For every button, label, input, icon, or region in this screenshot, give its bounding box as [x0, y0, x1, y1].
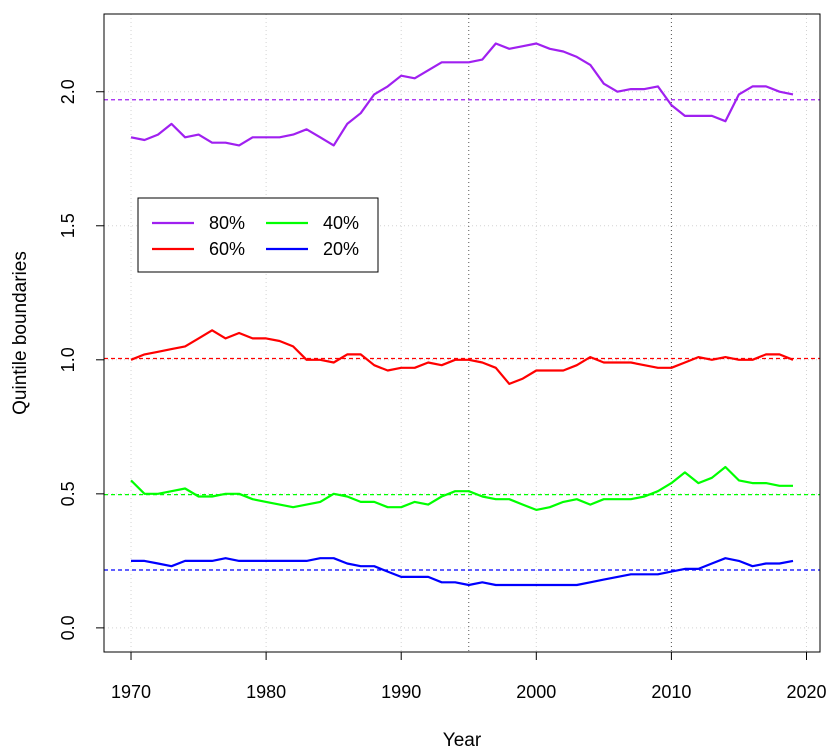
horizontal-reference-lines: [104, 99, 820, 571]
legend-box: [137, 197, 379, 273]
y-tick-label: 1.0: [58, 347, 78, 372]
vertical-reference-lines: [468, 14, 672, 652]
y-tick-label: 1.5: [58, 213, 78, 238]
y-tick-label: 0.0: [58, 615, 78, 640]
legend: 80% 40% 60% 20%: [137, 197, 379, 273]
series-line: [131, 557, 794, 587]
plot-frame: [103, 13, 821, 653]
x-axis-label: Year: [443, 730, 482, 750]
x-tick-label: 1980: [246, 682, 286, 702]
x-tick-label: 2020: [786, 682, 826, 702]
x-tick-label: 2010: [651, 682, 691, 702]
series-lines: [130, 42, 794, 587]
series-line: [130, 465, 793, 511]
y-tick-label: 2.0: [58, 79, 78, 104]
legend-label: 60%: [209, 239, 245, 259]
y-axis-label: Quintile boundaries: [10, 251, 31, 415]
y-axis: 0.0 0.5 1.0 1.5 2.0: [58, 79, 105, 640]
x-tick-label: 1970: [111, 682, 151, 702]
series-line: [130, 42, 794, 147]
series-line: [130, 329, 794, 385]
y-tick-label: 0.5: [58, 481, 78, 506]
x-tick-label: 1990: [381, 682, 421, 702]
x-axis: 1970 1980 1990 2000 2010 2020: [111, 651, 827, 702]
legend-label: 80%: [209, 213, 245, 233]
legend-label: 40%: [323, 213, 359, 233]
grid: [104, 14, 820, 652]
legend-label: 20%: [323, 239, 359, 259]
x-tick-label: 2000: [516, 682, 556, 702]
